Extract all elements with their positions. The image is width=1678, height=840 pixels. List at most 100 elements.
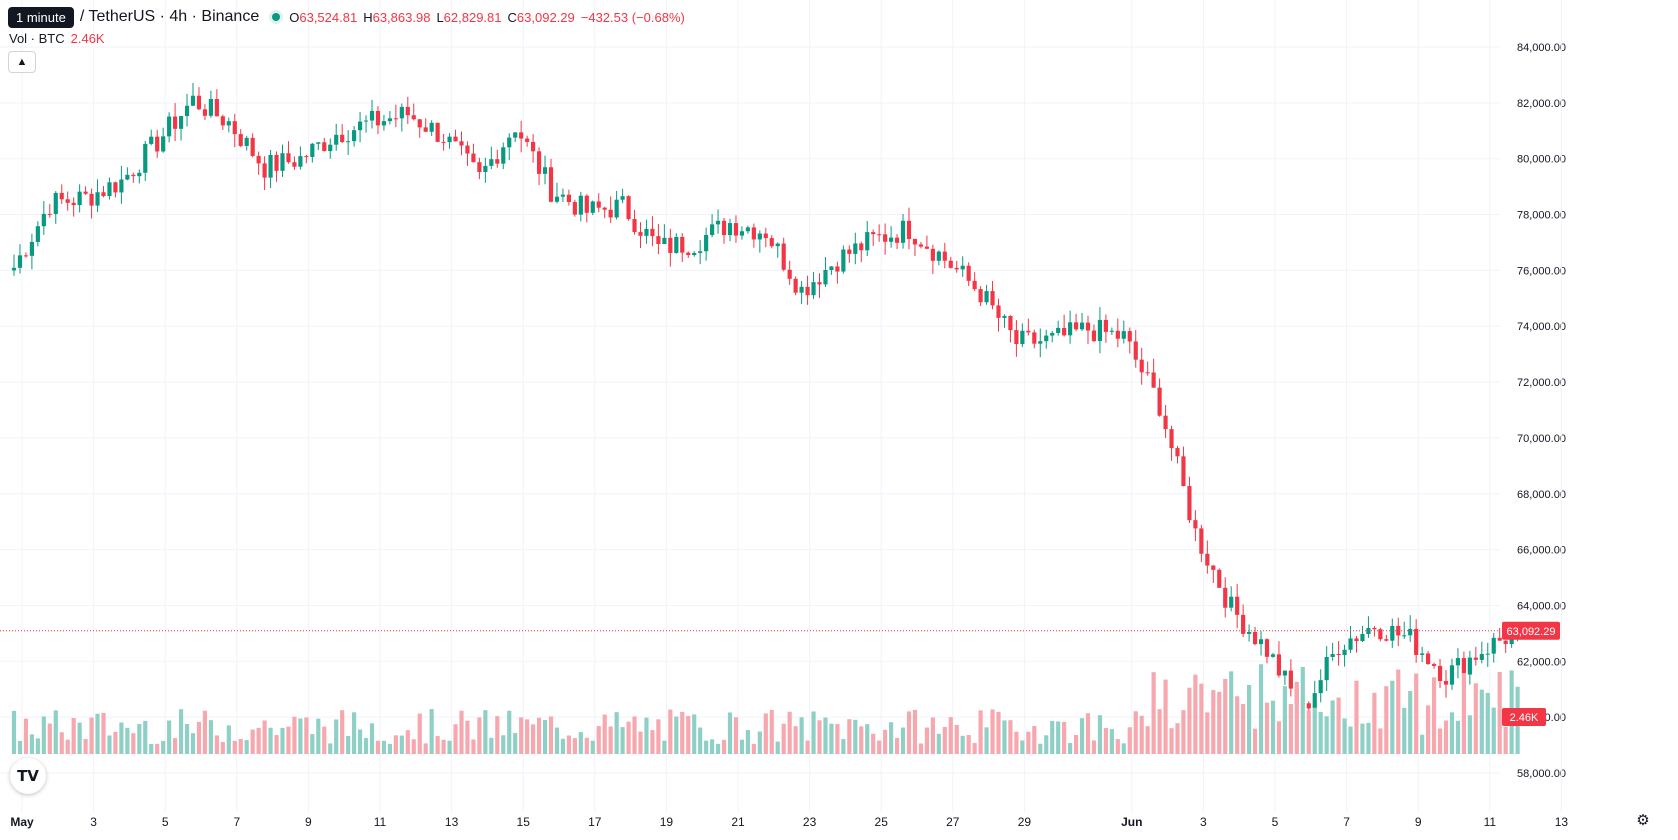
gear-icon[interactable]: ⚙: [1636, 812, 1650, 829]
candle-body: [1211, 565, 1216, 570]
candle-body: [1378, 629, 1383, 640]
volume-bar: [608, 726, 613, 754]
symbol-title[interactable]: / TetherUS · 4h · Binance: [79, 8, 260, 25]
candle-body: [41, 213, 46, 227]
x-tick-label: 25: [875, 815, 889, 829]
volume-bar: [411, 739, 416, 754]
candle-body: [924, 246, 929, 249]
y-tick-label: 74,000.00: [1517, 321, 1566, 333]
volume-label: Vol · BTC: [9, 31, 65, 46]
candle-body: [441, 141, 446, 143]
candle-body: [662, 237, 667, 245]
volume-bar: [429, 709, 434, 754]
candle-body: [1181, 456, 1186, 487]
volume-bar: [417, 713, 422, 754]
volume-bar: [1062, 722, 1067, 754]
volume-bar: [131, 733, 136, 754]
candle-body: [1020, 330, 1025, 345]
candle-body: [143, 143, 148, 173]
volume-bar: [155, 743, 160, 754]
volume-bar: [733, 717, 739, 754]
volume-bar: [101, 712, 106, 754]
volume-bar: [1252, 728, 1258, 754]
candle-body: [17, 255, 23, 268]
candle-body: [1336, 654, 1341, 656]
candle-body: [829, 266, 834, 271]
candle-body: [548, 167, 554, 202]
volume-bar: [859, 726, 864, 754]
x-tick-label: 9: [1415, 815, 1422, 829]
volume-bar: [23, 718, 29, 754]
volume-bar: [924, 727, 929, 754]
market-status-icon[interactable]: [269, 10, 284, 24]
candle-body: [357, 121, 363, 131]
candle-body: [1455, 658, 1461, 666]
volume-bar: [286, 726, 291, 754]
volume-bar: [1354, 680, 1359, 754]
candle-body: [1437, 665, 1443, 681]
volume-bar: [89, 717, 94, 754]
candle-body: [1163, 415, 1168, 430]
collapse-legend-button[interactable]: ▲: [8, 51, 36, 73]
volume-bar: [751, 743, 756, 754]
volume-bar: [381, 740, 387, 754]
candle-body: [405, 106, 410, 116]
candle-body: [1151, 372, 1156, 388]
candle-body: [883, 234, 888, 242]
ohlc-low: L62,829.81: [436, 9, 502, 25]
candle-body: [1485, 653, 1490, 655]
candle-body: [1014, 330, 1019, 345]
volume-bar: [1443, 720, 1449, 754]
x-tick-label: 5: [162, 815, 169, 829]
candle-body: [1247, 631, 1252, 634]
candle-body: [393, 118, 398, 120]
candle-body: [877, 234, 882, 236]
volume-bar: [1455, 720, 1461, 754]
volume-bar: [775, 741, 780, 754]
volume-bar: [1175, 723, 1180, 754]
volume-bar: [948, 717, 953, 754]
volume-bar: [238, 738, 243, 754]
x-tick-label: May: [10, 815, 34, 829]
candle-body: [208, 99, 213, 116]
candle-body: [536, 151, 542, 174]
tradingview-logo[interactable]: TV: [10, 758, 46, 794]
volume-bar: [769, 709, 774, 754]
volume-bar: [823, 717, 828, 754]
last-volume-label: 2.46K: [1510, 712, 1539, 724]
candle-body: [1282, 670, 1287, 676]
candle-body: [632, 219, 637, 233]
volume-bar: [954, 724, 959, 754]
candle-body: [83, 191, 88, 194]
volume-bar: [369, 723, 375, 754]
volume-bar: [996, 711, 1001, 754]
candle-body: [739, 231, 745, 236]
volume-bar: [1372, 692, 1377, 754]
volume-bar: [1091, 740, 1097, 754]
candle-body: [501, 147, 506, 164]
volume-bar: [829, 723, 834, 754]
volume-bar: [208, 720, 213, 754]
volume-bar: [250, 729, 255, 754]
volume-bar: [95, 713, 100, 754]
volume-bar: [596, 726, 601, 754]
candle-body: [173, 116, 178, 129]
candle-body: [817, 282, 822, 285]
candle-body: [1491, 637, 1496, 654]
volume-bar: [698, 727, 703, 754]
volume-legend: Vol · BTC 2.46K: [9, 31, 105, 46]
candle-body: [710, 224, 715, 236]
candle-body: [1426, 653, 1431, 665]
y-tick-label: 84,000.00: [1517, 42, 1566, 54]
candle-body: [1187, 486, 1192, 521]
volume-bar: [1241, 703, 1246, 754]
x-tick-label: 13: [1555, 815, 1569, 829]
candle-body: [298, 156, 303, 167]
x-tick-label: 11: [1484, 815, 1497, 829]
volume-bar: [375, 740, 381, 754]
candle-body: [328, 144, 333, 152]
candle-body: [751, 227, 756, 240]
